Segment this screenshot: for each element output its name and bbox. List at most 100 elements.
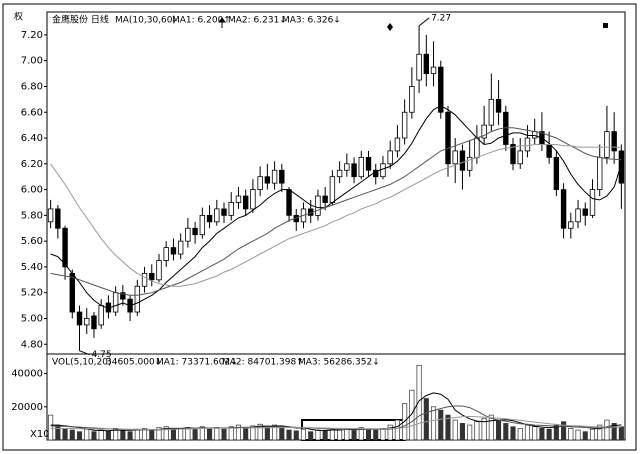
marker: [218, 17, 226, 28]
candle-body: [351, 163, 357, 178]
y-tick-label: 6.20: [21, 159, 43, 170]
candle-body: [344, 163, 350, 171]
candle-body: [163, 247, 169, 261]
legend-entry: MA2: 84701.398↑: [222, 358, 304, 368]
volume-bar: [315, 429, 321, 441]
candle-body: [84, 318, 90, 326]
candle-body: [141, 272, 148, 287]
candle-body: [589, 189, 596, 216]
candle-body: [474, 137, 480, 158]
candle-body: [322, 195, 328, 203]
candle-body: [380, 163, 386, 178]
volume-bar: [358, 427, 364, 441]
volume-bar: [69, 429, 75, 441]
candle-body: [156, 260, 162, 281]
candle-body: [177, 240, 184, 255]
volume-bar: [597, 424, 603, 441]
y-tick-label: 6.00: [21, 185, 43, 196]
candle-body: [170, 247, 177, 255]
candle-body: [91, 315, 97, 330]
volume-bar: [221, 428, 227, 441]
volume-bar: [568, 428, 574, 441]
volume-bar: [532, 426, 538, 441]
candle-body: [546, 144, 552, 158]
candle-body: [618, 150, 625, 184]
volume-bar: [170, 428, 176, 441]
y-tick-label: 7.20: [21, 30, 43, 41]
candle-body: [524, 137, 531, 152]
volume-bar: [459, 423, 465, 441]
volume-bar: [618, 426, 624, 441]
candle-body: [553, 156, 560, 190]
volume-bar: [474, 421, 480, 441]
volume-bar: [98, 429, 104, 441]
volume-bar: [243, 428, 249, 441]
candle-body: [604, 131, 610, 158]
y-tick-label: 4.80: [21, 339, 43, 350]
candle-body: [315, 195, 321, 216]
annotation-label: 7.27: [431, 13, 451, 23]
legend-entry: MA3: 6.326↓: [282, 16, 341, 26]
candle-body: [568, 221, 574, 229]
volume-ma-line: [50, 415, 622, 430]
annotation-label: 4.75: [92, 350, 112, 360]
ma-line: [50, 127, 622, 296]
candle-body: [358, 156, 364, 178]
volume-bar: [575, 429, 581, 441]
y-tick-label: 5.40: [21, 262, 43, 273]
candle-body: [329, 176, 336, 203]
volume-bar: [344, 428, 350, 441]
y-tick-label: 6.60: [21, 107, 43, 118]
volume-bar: [452, 419, 458, 441]
volume-bar: [380, 428, 386, 441]
candle-body: [365, 156, 372, 171]
volume-bar: [351, 429, 357, 441]
volume-bar: [156, 427, 162, 441]
candle-body: [76, 311, 83, 326]
volume-bar: [272, 424, 278, 441]
candle-body: [286, 189, 292, 216]
candle-body: [575, 208, 581, 223]
candle-body: [192, 227, 198, 236]
volume-bar: [582, 431, 588, 441]
volume-bar: [207, 428, 213, 441]
volume-bar: [416, 364, 422, 441]
volume-bar: [524, 424, 531, 441]
candle-body: [394, 137, 401, 152]
candle-body: [271, 169, 278, 184]
candle-body: [416, 53, 422, 81]
volume-bar: [163, 426, 169, 441]
volume-bar: [141, 428, 148, 441]
y-tick-label: 40000: [11, 369, 43, 380]
volume-bar: [561, 421, 567, 441]
volume-bar: [553, 424, 559, 441]
volume-bar: [257, 423, 263, 441]
y-tick-label: 5.60: [21, 236, 43, 247]
legend-entry: MA1: 6.200↑: [172, 16, 231, 26]
volume-bar: [286, 429, 292, 441]
candle-body: [387, 150, 393, 165]
candle-body: [264, 176, 271, 184]
candle-body: [401, 111, 408, 139]
candle-body: [582, 208, 588, 216]
candle-body: [488, 98, 495, 126]
volume-bar: [264, 426, 270, 441]
volume-bar: [62, 428, 68, 441]
volume-bar: [293, 430, 299, 441]
marker: [603, 23, 608, 28]
candle-body: [423, 53, 430, 74]
candle-body: [531, 131, 538, 139]
volume-bar: [539, 428, 545, 441]
candle-body: [438, 66, 444, 113]
indicator-label: MA(10,30,60): [115, 16, 176, 26]
candle-body: [206, 214, 213, 223]
volume-bar: [546, 428, 552, 441]
volume-bar: [337, 428, 343, 441]
candle-body: [250, 189, 256, 210]
y-tick-label: 5.80: [21, 210, 43, 221]
ma-line: [50, 144, 622, 287]
volume-bar: [178, 428, 184, 441]
volume-bar: [409, 389, 415, 441]
candle-body: [120, 292, 126, 300]
